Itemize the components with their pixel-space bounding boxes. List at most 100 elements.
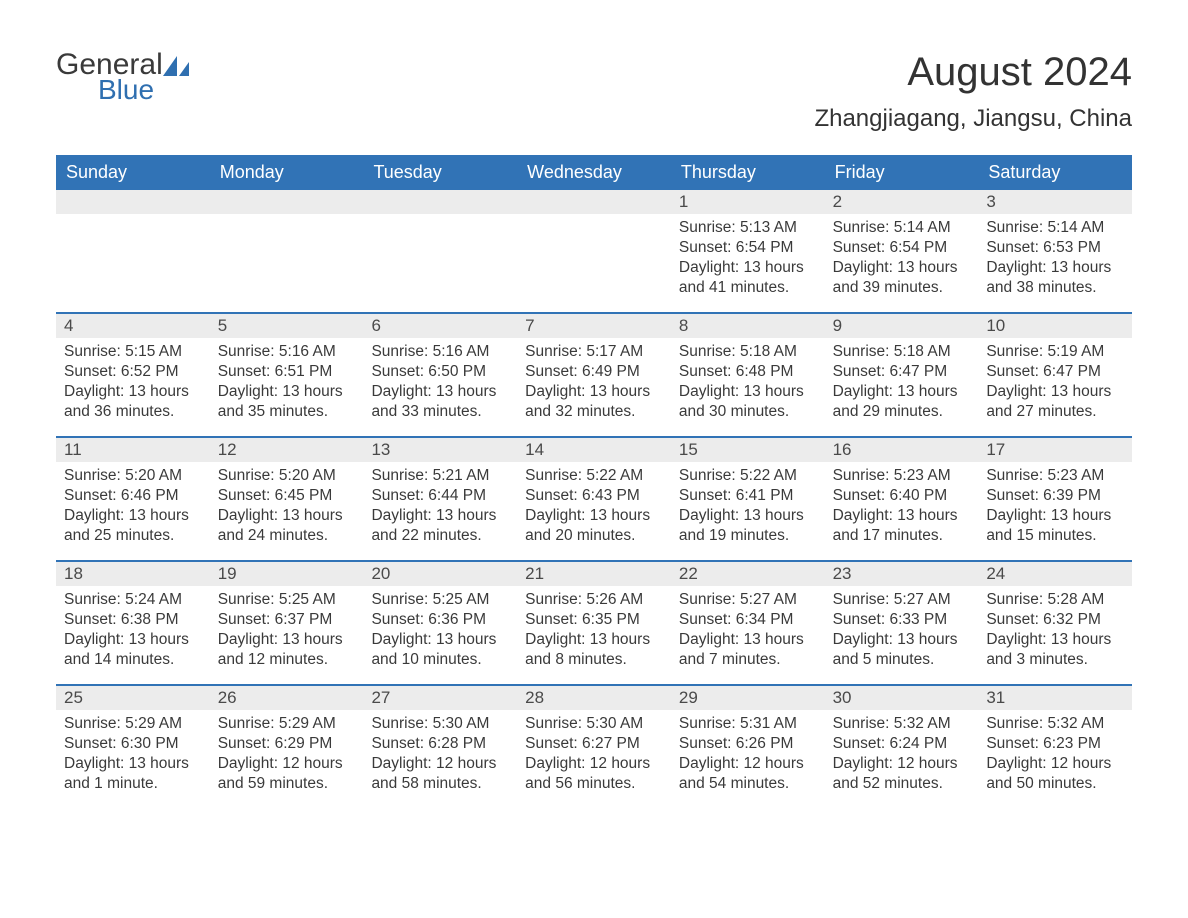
day-cell: 21Sunrise: 5:26 AMSunset: 6:35 PMDayligh… bbox=[517, 562, 671, 684]
sunrise-line: Sunrise: 5:25 AM bbox=[218, 590, 356, 610]
sunset-line: Sunset: 6:32 PM bbox=[986, 610, 1124, 630]
day-number: 23 bbox=[825, 562, 979, 586]
day-cell: 27Sunrise: 5:30 AMSunset: 6:28 PMDayligh… bbox=[363, 686, 517, 808]
day-number: 28 bbox=[517, 686, 671, 710]
day-cell: 19Sunrise: 5:25 AMSunset: 6:37 PMDayligh… bbox=[210, 562, 364, 684]
daylight-line: Daylight: 12 hours and 52 minutes. bbox=[833, 754, 971, 794]
day-number: 22 bbox=[671, 562, 825, 586]
empty-day-header bbox=[210, 190, 364, 214]
sunset-line: Sunset: 6:37 PM bbox=[218, 610, 356, 630]
sunset-line: Sunset: 6:52 PM bbox=[64, 362, 202, 382]
day-cell: 8Sunrise: 5:18 AMSunset: 6:48 PMDaylight… bbox=[671, 314, 825, 436]
sunset-line: Sunset: 6:47 PM bbox=[833, 362, 971, 382]
sunset-line: Sunset: 6:50 PM bbox=[371, 362, 509, 382]
day-number: 20 bbox=[363, 562, 517, 586]
day-body: Sunrise: 5:13 AMSunset: 6:54 PMDaylight:… bbox=[671, 214, 825, 305]
calendar: SundayMondayTuesdayWednesdayThursdayFrid… bbox=[56, 155, 1132, 808]
sunrise-line: Sunrise: 5:30 AM bbox=[371, 714, 509, 734]
day-body: Sunrise: 5:14 AMSunset: 6:54 PMDaylight:… bbox=[825, 214, 979, 305]
dow-cell: Monday bbox=[210, 155, 364, 190]
daylight-line: Daylight: 13 hours and 5 minutes. bbox=[833, 630, 971, 670]
daylight-line: Daylight: 12 hours and 54 minutes. bbox=[679, 754, 817, 794]
daylight-line: Daylight: 13 hours and 17 minutes. bbox=[833, 506, 971, 546]
daylight-line: Daylight: 13 hours and 19 minutes. bbox=[679, 506, 817, 546]
sunrise-line: Sunrise: 5:16 AM bbox=[218, 342, 356, 362]
sunrise-line: Sunrise: 5:25 AM bbox=[371, 590, 509, 610]
logo: General Blue bbox=[56, 50, 193, 104]
daylight-line: Daylight: 13 hours and 41 minutes. bbox=[679, 258, 817, 298]
sunset-line: Sunset: 6:49 PM bbox=[525, 362, 663, 382]
day-number: 2 bbox=[825, 190, 979, 214]
daylight-line: Daylight: 13 hours and 25 minutes. bbox=[64, 506, 202, 546]
day-number: 31 bbox=[978, 686, 1132, 710]
sunset-line: Sunset: 6:26 PM bbox=[679, 734, 817, 754]
header: General Blue August 2024 Zhangjiagang, J… bbox=[56, 50, 1132, 147]
daylight-line: Daylight: 13 hours and 15 minutes. bbox=[986, 506, 1124, 546]
month-title: August 2024 bbox=[814, 50, 1132, 95]
day-cell: 23Sunrise: 5:27 AMSunset: 6:33 PMDayligh… bbox=[825, 562, 979, 684]
empty-day-header bbox=[517, 190, 671, 214]
day-cell: 2Sunrise: 5:14 AMSunset: 6:54 PMDaylight… bbox=[825, 190, 979, 312]
day-cell: 14Sunrise: 5:22 AMSunset: 6:43 PMDayligh… bbox=[517, 438, 671, 560]
day-cell: 17Sunrise: 5:23 AMSunset: 6:39 PMDayligh… bbox=[978, 438, 1132, 560]
day-cell: 7Sunrise: 5:17 AMSunset: 6:49 PMDaylight… bbox=[517, 314, 671, 436]
day-number: 26 bbox=[210, 686, 364, 710]
sunset-line: Sunset: 6:54 PM bbox=[833, 238, 971, 258]
week-row: 4Sunrise: 5:15 AMSunset: 6:52 PMDaylight… bbox=[56, 312, 1132, 436]
day-body: Sunrise: 5:16 AMSunset: 6:50 PMDaylight:… bbox=[363, 338, 517, 429]
daylight-line: Daylight: 13 hours and 22 minutes. bbox=[371, 506, 509, 546]
sunrise-line: Sunrise: 5:30 AM bbox=[525, 714, 663, 734]
daylight-line: Daylight: 12 hours and 50 minutes. bbox=[986, 754, 1124, 794]
daylight-line: Daylight: 13 hours and 27 minutes. bbox=[986, 382, 1124, 422]
dow-cell: Sunday bbox=[56, 155, 210, 190]
sunset-line: Sunset: 6:54 PM bbox=[679, 238, 817, 258]
sunset-line: Sunset: 6:30 PM bbox=[64, 734, 202, 754]
day-body: Sunrise: 5:18 AMSunset: 6:48 PMDaylight:… bbox=[671, 338, 825, 429]
day-number: 12 bbox=[210, 438, 364, 462]
sunrise-line: Sunrise: 5:21 AM bbox=[371, 466, 509, 486]
daylight-line: Daylight: 12 hours and 58 minutes. bbox=[371, 754, 509, 794]
day-number: 17 bbox=[978, 438, 1132, 462]
logo-word-blue: Blue bbox=[98, 76, 163, 104]
sunrise-line: Sunrise: 5:32 AM bbox=[986, 714, 1124, 734]
sunrise-line: Sunrise: 5:29 AM bbox=[218, 714, 356, 734]
day-cell: 29Sunrise: 5:31 AMSunset: 6:26 PMDayligh… bbox=[671, 686, 825, 808]
day-body: Sunrise: 5:25 AMSunset: 6:37 PMDaylight:… bbox=[210, 586, 364, 677]
day-cell bbox=[517, 190, 671, 312]
day-number: 8 bbox=[671, 314, 825, 338]
day-body: Sunrise: 5:22 AMSunset: 6:41 PMDaylight:… bbox=[671, 462, 825, 553]
sunset-line: Sunset: 6:24 PM bbox=[833, 734, 971, 754]
day-number: 10 bbox=[978, 314, 1132, 338]
daylight-line: Daylight: 13 hours and 29 minutes. bbox=[833, 382, 971, 422]
day-cell: 15Sunrise: 5:22 AMSunset: 6:41 PMDayligh… bbox=[671, 438, 825, 560]
day-cell: 6Sunrise: 5:16 AMSunset: 6:50 PMDaylight… bbox=[363, 314, 517, 436]
day-cell: 22Sunrise: 5:27 AMSunset: 6:34 PMDayligh… bbox=[671, 562, 825, 684]
day-number: 4 bbox=[56, 314, 210, 338]
sunrise-line: Sunrise: 5:15 AM bbox=[64, 342, 202, 362]
dow-cell: Wednesday bbox=[517, 155, 671, 190]
daylight-line: Daylight: 13 hours and 8 minutes. bbox=[525, 630, 663, 670]
day-number: 19 bbox=[210, 562, 364, 586]
daylight-line: Daylight: 13 hours and 14 minutes. bbox=[64, 630, 202, 670]
day-cell: 18Sunrise: 5:24 AMSunset: 6:38 PMDayligh… bbox=[56, 562, 210, 684]
day-cell: 16Sunrise: 5:23 AMSunset: 6:40 PMDayligh… bbox=[825, 438, 979, 560]
day-cell: 30Sunrise: 5:32 AMSunset: 6:24 PMDayligh… bbox=[825, 686, 979, 808]
sunset-line: Sunset: 6:34 PM bbox=[679, 610, 817, 630]
sunset-line: Sunset: 6:29 PM bbox=[218, 734, 356, 754]
week-row: 1Sunrise: 5:13 AMSunset: 6:54 PMDaylight… bbox=[56, 190, 1132, 312]
sunset-line: Sunset: 6:41 PM bbox=[679, 486, 817, 506]
day-number: 30 bbox=[825, 686, 979, 710]
day-cell: 11Sunrise: 5:20 AMSunset: 6:46 PMDayligh… bbox=[56, 438, 210, 560]
day-number: 27 bbox=[363, 686, 517, 710]
sunrise-line: Sunrise: 5:23 AM bbox=[833, 466, 971, 486]
daylight-line: Daylight: 13 hours and 36 minutes. bbox=[64, 382, 202, 422]
day-cell: 24Sunrise: 5:28 AMSunset: 6:32 PMDayligh… bbox=[978, 562, 1132, 684]
sunrise-line: Sunrise: 5:28 AM bbox=[986, 590, 1124, 610]
sunset-line: Sunset: 6:44 PM bbox=[371, 486, 509, 506]
day-cell bbox=[363, 190, 517, 312]
dow-cell: Friday bbox=[825, 155, 979, 190]
day-cell: 28Sunrise: 5:30 AMSunset: 6:27 PMDayligh… bbox=[517, 686, 671, 808]
logo-sail-icon bbox=[163, 56, 193, 80]
day-body: Sunrise: 5:20 AMSunset: 6:45 PMDaylight:… bbox=[210, 462, 364, 553]
day-number: 11 bbox=[56, 438, 210, 462]
